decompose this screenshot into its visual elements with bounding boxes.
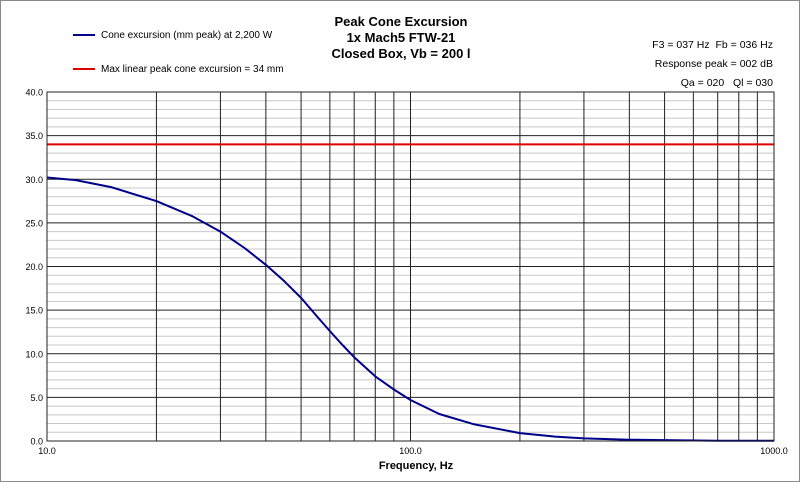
y-tick-label: 10.0	[25, 349, 43, 359]
plot-border	[46, 91, 775, 442]
legend-item-excursion: Cone excursion (mm peak) at 2,200 W	[73, 28, 272, 42]
y-tick-label: 5.0	[30, 393, 43, 403]
y-tick-label: 25.0	[25, 218, 43, 228]
chart-title-line-1: Peak Cone Excursion	[334, 14, 468, 29]
info-ql: Ql = 030	[733, 77, 773, 89]
info-f3-fb: F3 = 037 Hz Fb = 036 Hz	[652, 39, 773, 51]
chart-title-line-2: 1x Mach5 FTW-21	[346, 30, 456, 45]
legend-swatch-excursion	[73, 34, 95, 36]
y-tick-label: 20.0	[25, 262, 43, 272]
x-axis-label: Frequency, Hz	[378, 460, 454, 472]
info-f3: F3 = 037 Hz	[652, 39, 710, 51]
legend-item-max-excursion: Max linear peak cone excursion = 34 mm	[73, 62, 284, 76]
legend-label-excursion: Cone excursion (mm peak) at 2,200 W	[101, 29, 273, 41]
x-tick-label: 100.0	[399, 446, 422, 456]
legend-label-max-excursion: Max linear peak cone excursion = 34 mm	[101, 63, 284, 75]
cone-excursion-line	[46, 176, 775, 442]
info-response-peak: Response peak = 002 dB	[654, 58, 773, 70]
info-qa: Qa = 020	[680, 77, 725, 89]
y-tick-label: 30.0	[25, 175, 43, 185]
info-q-values: Qa = 020 Ql = 030	[681, 77, 773, 89]
y-tick-label: 0.0	[30, 437, 43, 447]
x-tick-label: 10.0	[38, 446, 56, 456]
y-tick-label: 40.0	[25, 88, 43, 98]
legend-swatch-max-excursion	[73, 68, 95, 70]
x-tick-label: 1000.0	[760, 446, 788, 456]
y-tick-label: 35.0	[25, 131, 43, 141]
chart-title-line-3: Closed Box, Vb = 200 l	[331, 46, 471, 61]
y-tick-label: 15.0	[25, 306, 43, 316]
info-fb: Fb = 036 Hz	[715, 39, 774, 51]
